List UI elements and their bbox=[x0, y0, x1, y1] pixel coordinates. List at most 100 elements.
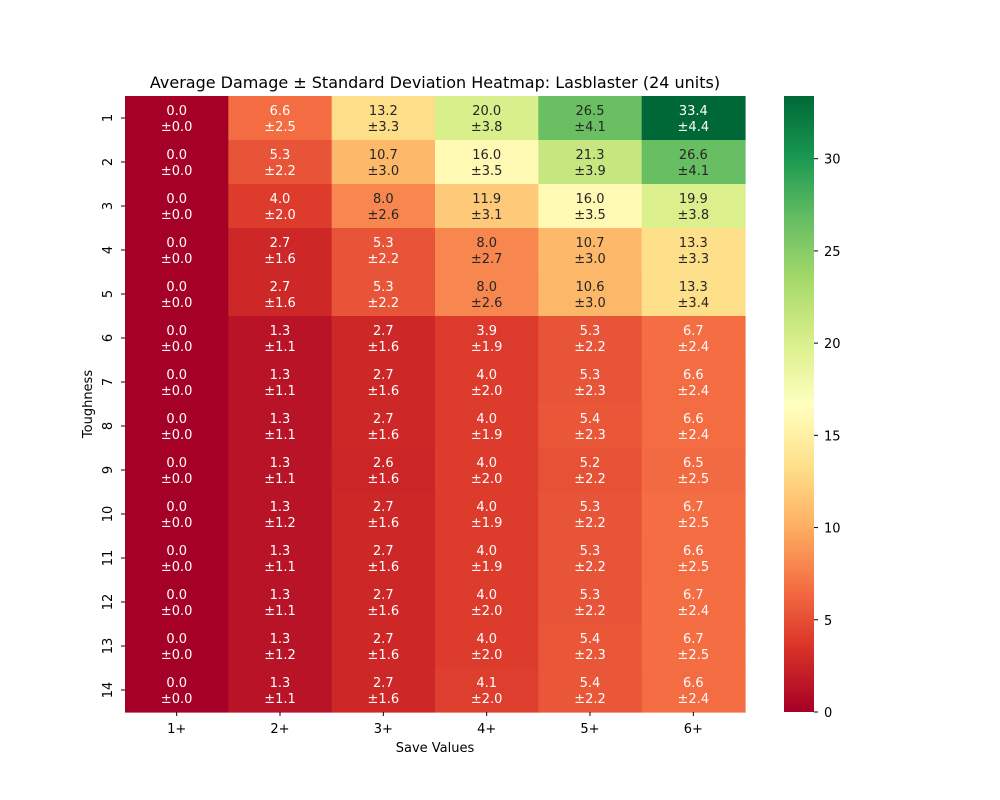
cell-std-label: ±1.1 bbox=[264, 340, 296, 355]
heatmap-cell bbox=[125, 140, 229, 185]
cell-value-label: 4.0 bbox=[476, 368, 497, 383]
cell-std-label: ±2.0 bbox=[471, 384, 503, 399]
cell-std-label: ±1.1 bbox=[264, 560, 296, 575]
cell-std-label: ±1.1 bbox=[264, 384, 296, 399]
cell-value-label: 5.3 bbox=[270, 148, 291, 163]
cell-std-label: ±1.2 bbox=[264, 648, 296, 663]
cell-value-label: 6.6 bbox=[683, 368, 704, 383]
chart-title: Average Damage ± Standard Deviation Heat… bbox=[150, 73, 720, 92]
colorbar-ticks: 0 5 10 15 20 25 30 bbox=[814, 153, 841, 721]
cell-value-label: 1.3 bbox=[270, 324, 291, 339]
cell-value-label: 1.3 bbox=[270, 588, 291, 603]
heatmap-cell bbox=[641, 272, 746, 317]
heatmap-cell bbox=[435, 668, 539, 713]
x-tick-label: 2+ bbox=[270, 722, 289, 737]
heatmap-cell bbox=[538, 492, 643, 537]
cell-std-label: ±0.0 bbox=[161, 560, 193, 575]
cell-std-label: ±2.2 bbox=[574, 472, 606, 487]
cell-std-label: ±2.0 bbox=[471, 472, 503, 487]
cell-value-label: 0.0 bbox=[166, 588, 187, 603]
cell-value-label: 26.5 bbox=[576, 104, 605, 119]
cell-std-label: ±1.6 bbox=[368, 472, 400, 487]
colorbar-tick-label: 30 bbox=[824, 153, 841, 168]
cell-value-label: 19.9 bbox=[679, 192, 708, 207]
heatmap-cell bbox=[228, 360, 333, 405]
cell-std-label: ±2.0 bbox=[471, 648, 503, 663]
heatmap-cell bbox=[228, 624, 333, 669]
cell-std-label: ±2.5 bbox=[264, 120, 296, 135]
cell-value-label: 6.7 bbox=[683, 588, 704, 603]
cell-value-label: 8.0 bbox=[373, 192, 394, 207]
cell-std-label: ±3.0 bbox=[574, 252, 606, 267]
heatmap-cell bbox=[435, 404, 539, 449]
cell-value-label: 13.2 bbox=[369, 104, 398, 119]
cell-value-label: 0.0 bbox=[166, 544, 187, 559]
heatmap-cell bbox=[228, 492, 333, 537]
y-tick-label: 14 bbox=[101, 682, 116, 699]
cell-std-label: ±1.6 bbox=[368, 648, 400, 663]
heatmap-cell bbox=[538, 624, 643, 669]
heatmap-cell bbox=[641, 96, 746, 141]
cell-value-label: 1.3 bbox=[270, 500, 291, 515]
cell-value-label: 5.2 bbox=[580, 456, 601, 471]
heatmap-cell bbox=[641, 624, 746, 669]
cell-std-label: ±2.6 bbox=[368, 208, 400, 223]
cell-std-label: ±0.0 bbox=[161, 428, 193, 443]
heatmap-cell bbox=[228, 316, 333, 361]
cell-value-label: 16.0 bbox=[472, 148, 501, 163]
heatmap-cell bbox=[331, 184, 436, 229]
cell-value-label: 1.3 bbox=[270, 368, 291, 383]
cell-std-label: ±2.2 bbox=[368, 252, 400, 267]
cell-value-label: 0.0 bbox=[166, 632, 187, 647]
heatmap-cell bbox=[125, 404, 229, 449]
cell-std-label: ±1.6 bbox=[368, 516, 400, 531]
heatmap-cell bbox=[435, 184, 539, 229]
cell-std-label: ±3.5 bbox=[574, 208, 606, 223]
cell-value-label: 20.0 bbox=[472, 104, 501, 119]
cell-value-label: 26.6 bbox=[679, 148, 708, 163]
cell-value-label: 0.0 bbox=[166, 148, 187, 163]
cell-value-label: 5.3 bbox=[580, 368, 601, 383]
heatmap-cell bbox=[228, 140, 333, 185]
cell-value-label: 0.0 bbox=[166, 280, 187, 295]
cell-std-label: ±0.0 bbox=[161, 384, 193, 399]
heatmap-cell bbox=[435, 580, 539, 625]
cell-value-label: 3.9 bbox=[476, 324, 497, 339]
colorbar-tick-label: 10 bbox=[824, 522, 841, 537]
heatmap-cell bbox=[125, 536, 229, 581]
cell-std-label: ±2.0 bbox=[471, 604, 503, 619]
heatmap-cell bbox=[228, 580, 333, 625]
cell-std-label: ±2.0 bbox=[471, 692, 503, 707]
cell-value-label: 6.7 bbox=[683, 324, 704, 339]
cell-value-label: 10.6 bbox=[576, 280, 605, 295]
cell-value-label: 2.7 bbox=[373, 368, 394, 383]
cell-std-label: ±3.1 bbox=[471, 208, 503, 223]
cell-value-label: 2.6 bbox=[373, 456, 394, 471]
heatmap-cell bbox=[125, 580, 229, 625]
cell-std-label: ±2.2 bbox=[574, 604, 606, 619]
cell-value-label: 10.7 bbox=[369, 148, 398, 163]
heatmap-cell bbox=[435, 228, 539, 273]
cell-std-label: ±1.1 bbox=[264, 472, 296, 487]
heatmap-cell bbox=[641, 580, 746, 625]
colorbar-tick-label: 20 bbox=[824, 337, 841, 352]
heatmap-cell bbox=[331, 404, 436, 449]
colorbar bbox=[784, 96, 814, 712]
heatmap-cell bbox=[435, 492, 539, 537]
y-tick-label: 11 bbox=[101, 550, 116, 567]
cell-value-label: 1.3 bbox=[270, 456, 291, 471]
y-tick-label: 1 bbox=[101, 114, 116, 122]
cell-value-label: 16.0 bbox=[576, 192, 605, 207]
heatmap-cell bbox=[538, 184, 643, 229]
cell-value-label: 13.3 bbox=[679, 280, 708, 295]
heatmap-cell bbox=[538, 404, 643, 449]
cell-value-label: 2.7 bbox=[373, 632, 394, 647]
heatmap-cell bbox=[228, 96, 333, 141]
heatmap-cell bbox=[331, 624, 436, 669]
heatmap-cell bbox=[331, 580, 436, 625]
heatmap-cell bbox=[538, 360, 643, 405]
cell-std-label: ±1.6 bbox=[368, 604, 400, 619]
x-tick-label: 5+ bbox=[580, 722, 599, 737]
